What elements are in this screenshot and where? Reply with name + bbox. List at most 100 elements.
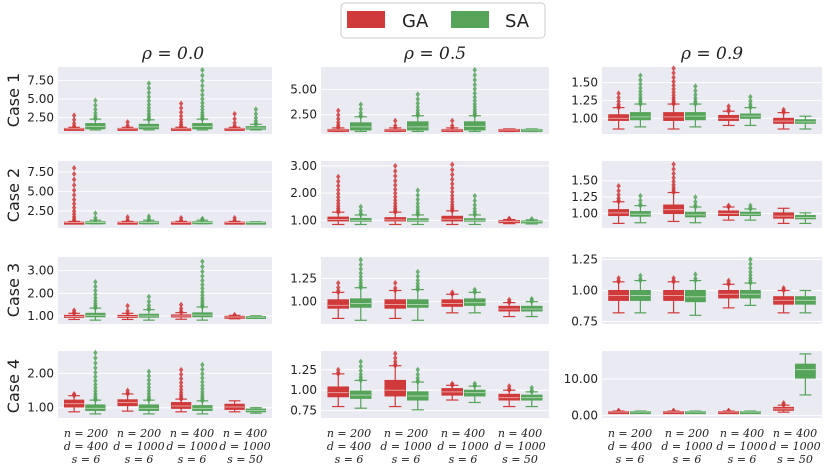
ga-outlier bbox=[71, 116, 77, 123]
ga-outlier bbox=[71, 390, 77, 397]
sa-outlier bbox=[748, 268, 753, 275]
row-title-case-1: Case 1 bbox=[4, 73, 23, 127]
sa-outlier bbox=[358, 101, 363, 108]
sa-outlier bbox=[253, 110, 259, 117]
sa-outlier bbox=[146, 293, 152, 300]
sa-outlier bbox=[146, 80, 152, 87]
sa-outlier bbox=[415, 187, 420, 194]
panel-r4c3: 0.00 10.00 bbox=[564, 351, 822, 422]
sa-outlier bbox=[415, 203, 420, 210]
sa-outlier bbox=[253, 106, 259, 113]
sa-outlier bbox=[472, 201, 477, 208]
x-label-c3-d: d = 1000 bbox=[166, 440, 217, 453]
y-tick-label: 1.25 bbox=[290, 271, 317, 285]
sa-outlier bbox=[415, 200, 420, 207]
y-tick-label: 5.00 bbox=[290, 82, 317, 96]
ga-outlier bbox=[393, 182, 398, 189]
sa-outlier bbox=[472, 90, 477, 97]
sa-outlier bbox=[146, 89, 152, 96]
y-tick-label: 2.50 bbox=[290, 108, 317, 122]
ga-outlier bbox=[393, 354, 398, 361]
sa-outlier bbox=[200, 273, 205, 280]
sa-outlier bbox=[200, 361, 205, 368]
ga-outlier bbox=[125, 307, 130, 314]
panel-r1c1: 2.50 5.00 7.50 bbox=[27, 66, 272, 134]
sa-outlier bbox=[693, 275, 698, 282]
ga-outlier bbox=[450, 117, 455, 124]
sa-outlier bbox=[472, 77, 477, 84]
ga-outlier bbox=[71, 120, 77, 127]
ga-outlier bbox=[178, 386, 184, 393]
sa-outlier bbox=[415, 100, 420, 107]
y-tick-label: 2.00 bbox=[290, 186, 317, 200]
x-label-r3-d: d = 1000 bbox=[716, 440, 767, 453]
ga-outlier bbox=[450, 176, 455, 183]
sa-box bbox=[407, 299, 429, 308]
sa-outlier bbox=[146, 85, 152, 92]
sa-outlier bbox=[472, 94, 477, 101]
sa-outlier bbox=[200, 292, 205, 299]
ga-box bbox=[327, 299, 350, 309]
sa-outlier bbox=[748, 101, 753, 108]
ga-outlier bbox=[671, 174, 676, 181]
ga-outlier bbox=[671, 170, 676, 177]
sa-outlier bbox=[472, 72, 477, 79]
sa-outlier bbox=[358, 207, 363, 214]
ga-outlier bbox=[781, 285, 786, 292]
ga-outlier bbox=[616, 195, 621, 202]
sa-outlier bbox=[93, 355, 98, 362]
sa-outlier bbox=[200, 263, 205, 270]
sa-outlier bbox=[146, 93, 152, 100]
sa-outlier bbox=[693, 202, 698, 209]
ga-outlier bbox=[336, 197, 341, 204]
x-label-c2-s: s = 6 bbox=[125, 453, 154, 466]
sa-outlier bbox=[93, 109, 98, 116]
x-label-r2-n: n = 200 bbox=[665, 427, 709, 440]
sa-outlier bbox=[638, 72, 643, 79]
sa-outlier bbox=[358, 273, 363, 280]
sa-outlier bbox=[146, 368, 152, 375]
x-label-m4-n: n = 400 bbox=[498, 427, 542, 440]
sa-box bbox=[350, 122, 372, 131]
panel-r2c2: 1.00 2.00 3.00 bbox=[290, 159, 549, 228]
y-tick-label: 1.00 bbox=[290, 383, 317, 397]
sa-outlier bbox=[93, 102, 98, 109]
column-title-rho-05: ρ = 0.5 bbox=[403, 44, 466, 64]
legend-label-sa: SA bbox=[505, 11, 530, 32]
sa-outlier bbox=[93, 294, 98, 301]
ga-outlier bbox=[393, 350, 398, 357]
sa-box bbox=[407, 121, 429, 131]
sa-outlier bbox=[93, 278, 98, 285]
ga-outlier bbox=[616, 90, 621, 97]
y-tick-label: 10.00 bbox=[564, 372, 598, 386]
panel-r1c2: 2.50 5.00 bbox=[290, 67, 549, 134]
sa-outlier bbox=[358, 371, 363, 378]
sa-outlier bbox=[638, 76, 643, 83]
sa-outlier bbox=[200, 288, 205, 295]
ga-box bbox=[327, 386, 350, 398]
x-label-m3-s: s = 6 bbox=[449, 453, 478, 466]
ga-outlier bbox=[507, 383, 512, 390]
sa-outlier bbox=[358, 270, 363, 277]
sa-outlier bbox=[93, 369, 98, 376]
ga-outlier bbox=[726, 277, 731, 284]
ga-outlier bbox=[125, 302, 130, 309]
sa-outlier bbox=[638, 200, 643, 207]
y-tick-label: 1.00 bbox=[571, 284, 598, 298]
sa-outlier bbox=[200, 99, 205, 106]
y-tick-label: 1.00 bbox=[290, 295, 317, 309]
sa-outlier bbox=[638, 81, 643, 88]
sa-outlier bbox=[200, 388, 205, 395]
sa-outlier bbox=[200, 258, 205, 265]
ga-outlier bbox=[616, 98, 621, 105]
ga-outlier bbox=[671, 78, 676, 85]
sa-outlier bbox=[146, 107, 152, 114]
ga-outlier bbox=[671, 82, 676, 89]
sa-outlier bbox=[200, 378, 205, 385]
y-tick-label: 3.00 bbox=[27, 264, 54, 278]
x-label-c4-s: s = 50 bbox=[227, 453, 263, 466]
ga-outlier bbox=[450, 198, 455, 205]
sa-outlier bbox=[200, 277, 205, 284]
sa-outlier bbox=[748, 256, 753, 263]
ga-outlier bbox=[232, 115, 237, 122]
